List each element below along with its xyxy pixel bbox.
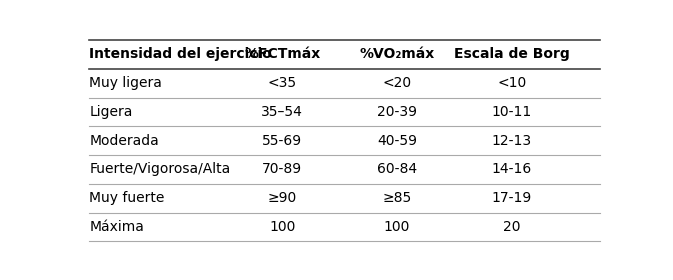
Text: 20-39: 20-39 [377,105,417,119]
Text: 12-13: 12-13 [492,134,532,148]
Text: Muy fuerte: Muy fuerte [90,191,165,205]
Text: <20: <20 [382,76,412,90]
Text: %VO₂máx: %VO₂máx [359,47,435,61]
Text: 17-19: 17-19 [492,191,532,205]
Text: 20: 20 [503,220,521,234]
Text: 55-69: 55-69 [262,134,302,148]
Text: Escala de Borg: Escala de Borg [454,47,569,61]
Text: 14-16: 14-16 [492,162,532,176]
Text: 10-11: 10-11 [492,105,532,119]
Text: ≥85: ≥85 [382,191,412,205]
Text: Ligera: Ligera [90,105,133,119]
Text: Moderada: Moderada [90,134,159,148]
Text: ≥90: ≥90 [268,191,297,205]
Text: 35–54: 35–54 [261,105,304,119]
Text: Intensidad del ejercicio: Intensidad del ejercicio [90,47,272,61]
Text: %FCTmáx: %FCTmáx [244,47,320,61]
Text: 100: 100 [269,220,295,234]
Text: 40-59: 40-59 [377,134,417,148]
Text: 60-84: 60-84 [377,162,417,176]
Text: Máxima: Máxima [90,220,144,234]
Text: 70-89: 70-89 [262,162,302,176]
Text: Muy ligera: Muy ligera [90,76,162,90]
Text: <35: <35 [268,76,297,90]
Text: 100: 100 [384,220,411,234]
Text: Fuerte/Vigorosa/Alta: Fuerte/Vigorosa/Alta [90,162,231,176]
Text: <10: <10 [497,76,526,90]
